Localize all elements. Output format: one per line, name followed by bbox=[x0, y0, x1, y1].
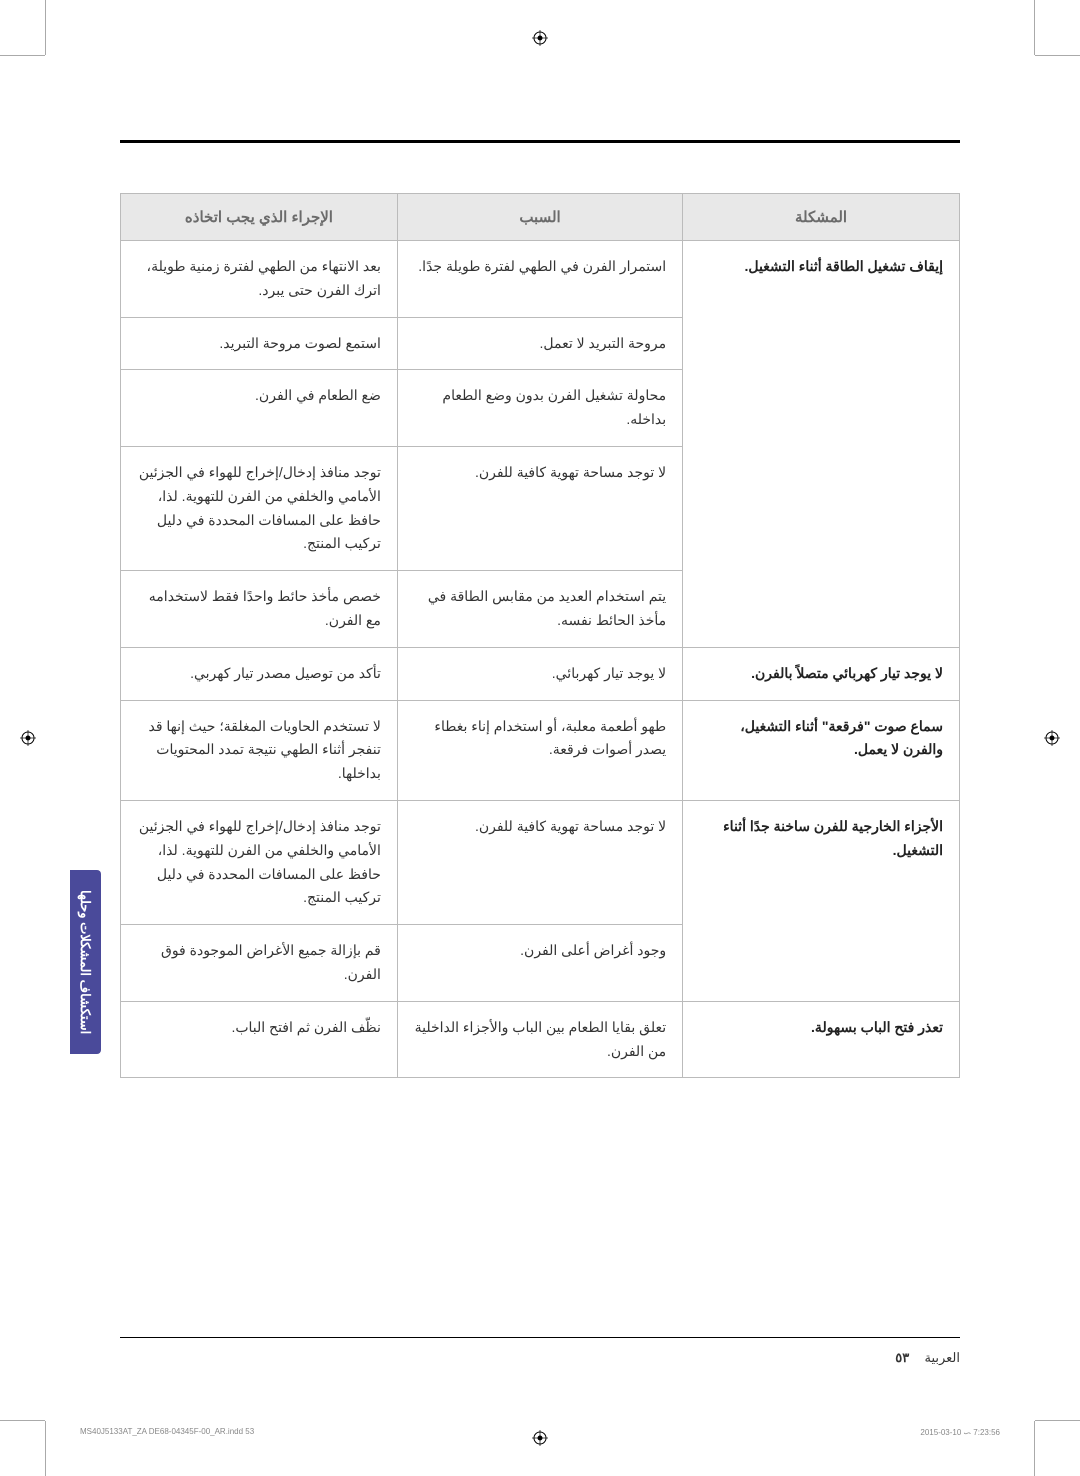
top-divider bbox=[120, 140, 960, 143]
print-datetime: 2015-03-10 ᯈ 7:23:56 bbox=[920, 1427, 1000, 1438]
cell-action: استمع لصوت مروحة التبريد. bbox=[121, 317, 398, 370]
table-row: الأجزاء الخارجية للفرن ساخنة جدًا أثناء … bbox=[121, 800, 960, 924]
cell-cause: طهو أطعمة معلبة، أو استخدام إناء بغطاء ي… bbox=[397, 700, 682, 800]
cell-cause: تعلق بقايا الطعام بين الباب والأجزاء الد… bbox=[397, 1001, 682, 1078]
cell-cause: استمرار الفرن في الطهي لفترة طويلة جدًا. bbox=[397, 241, 682, 318]
cell-cause: يتم استخدام العديد من مقابس الطاقة في مأ… bbox=[397, 571, 682, 648]
col-header-cause: السبب bbox=[397, 194, 682, 241]
cell-action: نظّف الفرن ثم افتح الباب. bbox=[121, 1001, 398, 1078]
section-tab: استكشاف المشكلات وحلها bbox=[70, 870, 101, 1054]
cell-action: قم بإزالة جميع الأغراض الموجودة فوق الفر… bbox=[121, 925, 398, 1002]
cell-cause: مروحة التبريد لا تعمل. bbox=[397, 317, 682, 370]
cell-problem: تعذر فتح الباب بسهولة. bbox=[683, 1001, 960, 1078]
cell-cause: محاولة تشغيل الفرن بدون وضع الطعام بداخل… bbox=[397, 370, 682, 447]
cell-action: لا تستخدم الحاويات المغلقة؛ حيث إنها قد … bbox=[121, 700, 398, 800]
cell-problem: سماع صوت "فرقعة" أثناء التشغيل، والفرن ل… bbox=[683, 700, 960, 800]
cell-cause: لا يوجد تيار كهربائي. bbox=[397, 647, 682, 700]
cell-action: تأكد من توصيل مصدر تيار كهربي. bbox=[121, 647, 398, 700]
print-meta: MS40J5133AT_ZA DE68-04345F-00_AR.indd 53… bbox=[80, 1427, 1000, 1438]
cell-cause: لا توجد مساحة تهوية كافية للفرن. bbox=[397, 800, 682, 924]
cell-action: توجد منافذ إدخال/إخراج للهواء في الجزئين… bbox=[121, 800, 398, 924]
cell-action: توجد منافذ إدخال/إخراج للهواء في الجزئين… bbox=[121, 446, 398, 570]
col-header-action: الإجراء الذي يجب اتخاذه bbox=[121, 194, 398, 241]
footer-page-number: ٥٣ bbox=[895, 1350, 909, 1366]
cell-cause: لا توجد مساحة تهوية كافية للفرن. bbox=[397, 446, 682, 570]
table-header-row: المشكلة السبب الإجراء الذي يجب اتخاذه bbox=[121, 194, 960, 241]
table-row: إيقاف تشغيل الطاقة أثناء التشغيل. استمرا… bbox=[121, 241, 960, 318]
cell-action: بعد الانتهاء من الطهي لفترة زمنية طويلة،… bbox=[121, 241, 398, 318]
troubleshoot-table: المشكلة السبب الإجراء الذي يجب اتخاذه إي… bbox=[120, 193, 960, 1078]
table-row: سماع صوت "فرقعة" أثناء التشغيل، والفرن ل… bbox=[121, 700, 960, 800]
page-container: المشكلة السبب الإجراء الذي يجب اتخاذه إي… bbox=[0, 0, 1080, 1476]
print-file-name: MS40J5133AT_ZA DE68-04345F-00_AR.indd 53 bbox=[80, 1427, 254, 1438]
col-header-problem: المشكلة bbox=[683, 194, 960, 241]
cell-action: ضع الطعام في الفرن. bbox=[121, 370, 398, 447]
footer-lang: العربية bbox=[924, 1350, 960, 1366]
cell-problem: الأجزاء الخارجية للفرن ساخنة جدًا أثناء … bbox=[683, 800, 960, 1001]
page-footer: العربية ٥٣ bbox=[120, 1337, 960, 1366]
cell-action: خصص مأخذ حائط واحدًا فقط لاستخدامه مع ال… bbox=[121, 571, 398, 648]
table-row: تعذر فتح الباب بسهولة. تعلق بقايا الطعام… bbox=[121, 1001, 960, 1078]
cell-cause: وجود أغراض أعلى الفرن. bbox=[397, 925, 682, 1002]
table-row: لا يوجد تيار كهربائي متصلاً بالفرن. لا ي… bbox=[121, 647, 960, 700]
cell-problem: إيقاف تشغيل الطاقة أثناء التشغيل. bbox=[683, 241, 960, 648]
cell-problem: لا يوجد تيار كهربائي متصلاً بالفرن. bbox=[683, 647, 960, 700]
